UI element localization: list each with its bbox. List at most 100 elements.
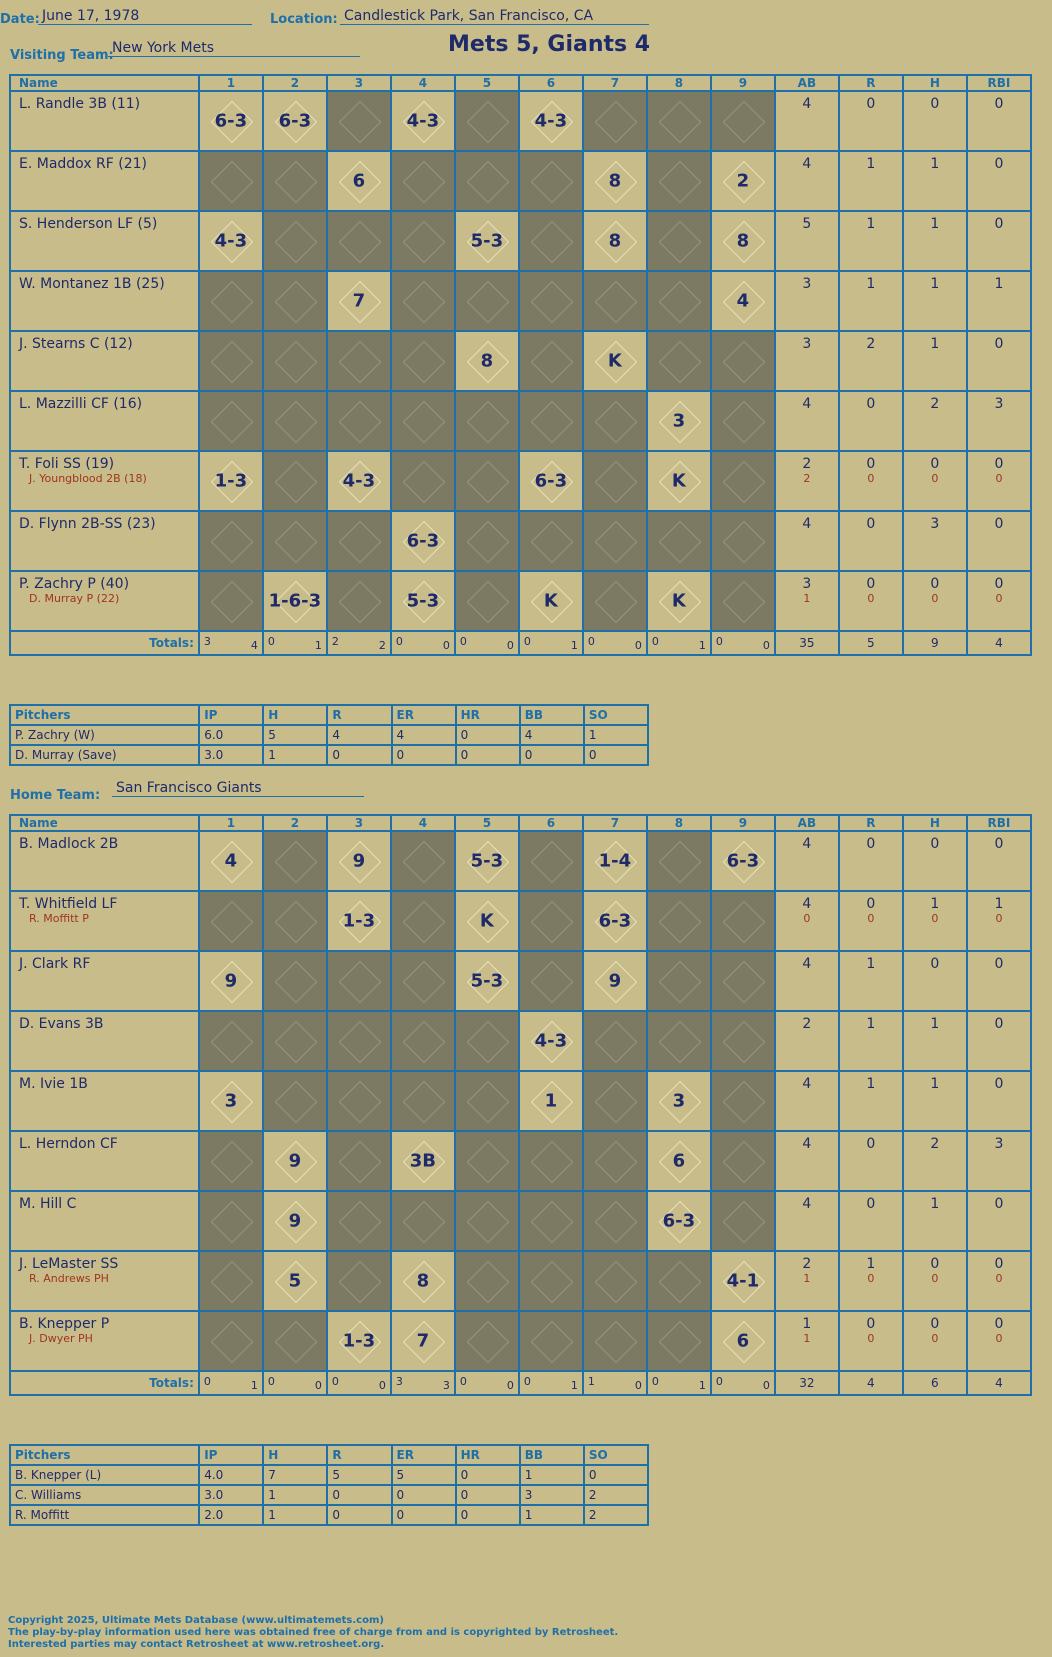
base-diamond [594, 400, 638, 444]
pitcher-stat: 0 [326, 744, 393, 766]
stat-ab: 4 [773, 1070, 840, 1132]
inning-cell [325, 1070, 392, 1132]
base-diamond [210, 900, 254, 944]
inning-cell [453, 1010, 520, 1072]
base-diamond [594, 280, 638, 324]
pitcher-stat: 5 [262, 724, 329, 746]
base-diamond [338, 1200, 382, 1244]
stat-value: 1 [866, 956, 876, 972]
inning-cell [325, 90, 392, 152]
inning-cell [453, 1130, 520, 1192]
inning-cell [389, 1070, 456, 1132]
play-result: 5 [288, 1270, 302, 1292]
stat-h: 2 [901, 390, 968, 452]
stat-value: 0 [994, 1016, 1004, 1032]
inning-hits: 1 [698, 639, 706, 652]
base-diamond [658, 960, 702, 1004]
inning-cell [517, 830, 584, 892]
base-diamond [274, 520, 318, 564]
inning-cell [453, 150, 520, 212]
stat-rbi: 0 [965, 90, 1033, 152]
inning-cell [453, 1070, 520, 1132]
base-diamond [338, 1140, 382, 1184]
inning-cell [261, 830, 328, 892]
inning-cell: 5-3 [453, 210, 520, 272]
base-diamond [210, 1200, 254, 1244]
base-diamond [210, 160, 254, 204]
play-result: K [479, 910, 494, 932]
inning-hits: 2 [378, 639, 386, 652]
stat-r: 1 [837, 210, 904, 272]
base-diamond [402, 900, 446, 944]
inning-cell [645, 270, 712, 332]
play-result: K [543, 590, 558, 612]
stat-value: 3 [802, 276, 812, 292]
player-name: T. Foli SS (19) [19, 456, 115, 472]
stat-value-sub: 0 [995, 592, 1003, 605]
stat-value: 1 [866, 1016, 876, 1032]
stat-rbi: 0 [965, 210, 1033, 272]
pitcher-stat: 4.0 [198, 1464, 265, 1486]
total-stat: 4 [965, 630, 1033, 656]
inning-cell: 1-6-3 [261, 570, 328, 632]
stat-value-sub: 1 [803, 1332, 811, 1345]
inning-cell [645, 1310, 712, 1372]
stat-ab: 2 [773, 1010, 840, 1072]
play-result: 5-3 [470, 970, 504, 992]
inning-cell: 6-3 [709, 830, 776, 892]
inning-cell [709, 450, 776, 512]
play-result: 4-3 [342, 470, 376, 492]
player-row: J. LeMaster SS R. Andrews PH 5 8 4-1 2 1 1 0 0 0 0 0 [9, 1250, 1033, 1312]
inning-cell [325, 390, 392, 452]
play-result: 6-3 [598, 910, 632, 932]
column-header: AB [773, 814, 840, 832]
inning-cell [261, 450, 328, 512]
retrosheet-credit: The play-by-play information used here w… [8, 1627, 619, 1638]
play-result: 6-3 [534, 470, 568, 492]
play-result: K [671, 470, 686, 492]
stat-value: 0 [994, 336, 1004, 352]
pitcher-name: C. Williams [8, 1484, 201, 1506]
stat-value: 0 [866, 836, 876, 852]
stat-ab: 4 [773, 90, 840, 152]
stat-value-sub: 0 [867, 592, 875, 605]
pitcher-stat: 0 [582, 744, 650, 766]
base-diamond [594, 580, 638, 624]
inning-cell: 4-3 [389, 90, 456, 152]
inning-cell [709, 1130, 776, 1192]
inning-cell [389, 330, 456, 392]
base-diamond [338, 580, 382, 624]
base-diamond [658, 1020, 702, 1064]
inning-hits: 0 [634, 1379, 642, 1392]
column-header: 5 [453, 74, 520, 92]
inning-cell [453, 1310, 520, 1372]
base-diamond [658, 1260, 702, 1304]
player-name: B. Madlock 2B [19, 836, 119, 852]
base-diamond [466, 520, 510, 564]
inning-cell [581, 1070, 648, 1132]
stat-value: 0 [994, 1256, 1004, 1272]
stat-value: 2 [802, 456, 812, 472]
inning-cell [197, 890, 264, 952]
stat-rbi: 0 [965, 150, 1033, 212]
totals-row: Totals: 0 1 0 0 0 0 3 3 0 0 0 1 1 0 0 1 0 0 32 4 6 4 [9, 1370, 1033, 1396]
play-result: 6 [672, 1150, 686, 1172]
stat-ab: 5 [773, 210, 840, 272]
play-result: 8 [608, 170, 622, 192]
stat-r: 1 [837, 150, 904, 212]
column-header: R [837, 74, 904, 92]
base-diamond [466, 280, 510, 324]
base-diamond [530, 1260, 574, 1304]
pitcher-stat: 0 [454, 724, 521, 746]
base-diamond [274, 1080, 318, 1124]
inning-cell: 4-1 [709, 1250, 776, 1312]
pitcher-stat: 7 [262, 1464, 329, 1486]
